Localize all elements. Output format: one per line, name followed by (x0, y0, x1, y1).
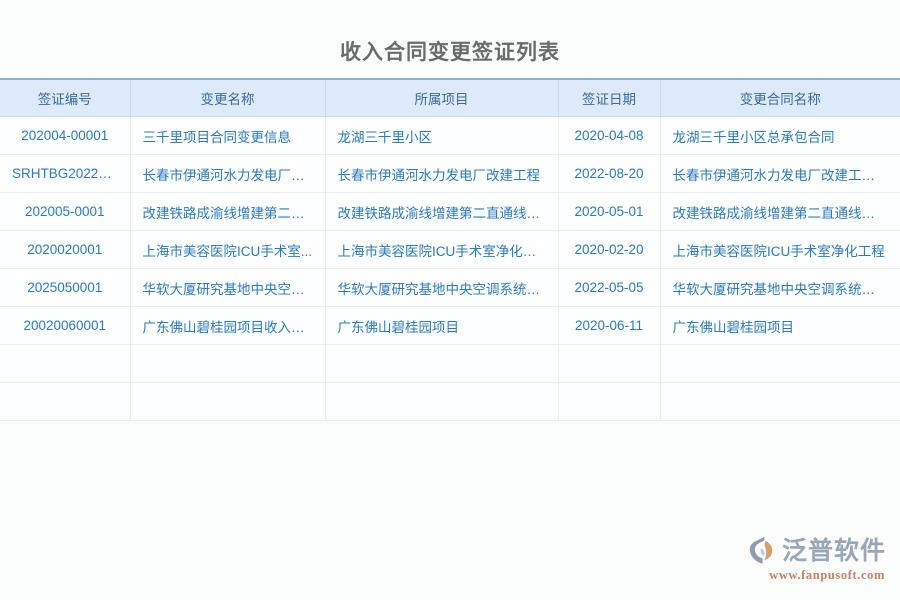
page-title: 收入合同变更签证列表 (340, 41, 560, 64)
cell-ctr[interactable]: 广东佛山碧桂园项目 (660, 306, 900, 345)
column-header-date[interactable]: 签证日期 (558, 78, 661, 117)
table-row[interactable]: 202005-0001 改建铁路成渝线增建第二直... 改建铁路成渝线增建第二直通线… (0, 192, 900, 231)
cell-name[interactable]: 上海市美容医院ICU手术室... (130, 230, 326, 269)
table-row[interactable]: 2020020001 上海市美容医院ICU手术室... 上海市美容医院ICU手术室净… (0, 230, 900, 269)
cell-name (130, 344, 326, 383)
cell-name[interactable]: 长春市伊通河水力发电厂改... (130, 154, 326, 193)
cell-ctr[interactable]: 改建铁路成渝线增建第二直通线（成... (660, 192, 900, 231)
table-row-empty (0, 344, 900, 383)
cell-date: 2020-02-20 (558, 230, 661, 269)
cell-proj (325, 382, 559, 421)
cell-proj (325, 344, 559, 383)
cell-proj[interactable]: 长春市伊通河水力发电厂改建工程 (325, 154, 559, 193)
cell-ctr (660, 344, 900, 383)
cell-proj[interactable]: 改建铁路成渝线增建第二直通线（... (325, 192, 559, 231)
cell-name (130, 382, 326, 421)
cell-code (0, 382, 131, 421)
table-body: 202004-00001 三千里项目合同变更信息 龙湖三千里小区 2020-04-08… (0, 116, 900, 421)
brand-logo: 泛普软件 www.fanpusoft.com (738, 530, 886, 588)
cell-date: 2020-04-08 (558, 116, 661, 155)
column-header-code[interactable]: 签证编号 (0, 78, 131, 117)
cell-code[interactable]: 202004-00001 (0, 116, 131, 155)
table-header: 签证编号 变更名称 所属项目 签证日期 变更合同名称 (0, 78, 900, 117)
cell-date: 2022-08-20 (558, 154, 661, 193)
cell-code[interactable]: 2020020001 (0, 230, 131, 269)
cell-date: 2020-06-11 (558, 306, 661, 345)
cell-ctr (660, 382, 900, 421)
table-row[interactable]: 20020060001 广东佛山碧桂园项目收入合... 广东佛山碧桂园项目 2020-… (0, 306, 900, 345)
fanpu-logo-icon (747, 535, 777, 565)
cell-name[interactable]: 华软大厦研究基地中央空调... (130, 268, 326, 307)
cell-proj[interactable]: 上海市美容医院ICU手术室净化工程 (325, 230, 559, 269)
cell-code[interactable]: 20020060001 (0, 306, 131, 345)
cell-name[interactable]: 广东佛山碧桂园项目收入合... (130, 306, 326, 345)
table-row[interactable]: 202004-00001 三千里项目合同变更信息 龙湖三千里小区 2020-04-08… (0, 116, 900, 155)
signature-change-table: 签证编号 变更名称 所属项目 签证日期 变更合同名称 202004-00001 三… (0, 78, 900, 421)
cell-ctr[interactable]: 长春市伊通河水力发电厂改建工程合同 (660, 154, 900, 193)
brand-logo-top: 泛普软件 (747, 535, 886, 565)
cell-date (558, 382, 661, 421)
cell-code[interactable]: 202005-0001 (0, 192, 131, 231)
cell-ctr[interactable]: 龙湖三千里小区总承包合同 (660, 116, 900, 155)
cell-ctr[interactable]: 华软大厦研究基地中央空调系统工程 (660, 268, 900, 307)
cell-ctr[interactable]: 上海市美容医院ICU手术室净化工程 (660, 230, 900, 269)
column-header-name[interactable]: 变更名称 (130, 78, 326, 117)
cell-name[interactable]: 改建铁路成渝线增建第二直... (130, 192, 326, 231)
cell-date: 2020-05-01 (558, 192, 661, 231)
cell-date (558, 344, 661, 383)
brand-url[interactable]: www.fanpusoft.com (769, 568, 885, 582)
table-row-empty (0, 382, 900, 421)
cell-code[interactable]: SRHTBG202208... (0, 154, 131, 193)
cell-code (0, 344, 131, 383)
cell-proj[interactable]: 华软大厦研究基地中央空调系统工程 (325, 268, 559, 307)
cell-name[interactable]: 三千里项目合同变更信息 (130, 116, 326, 155)
brand-name: 泛普软件 (781, 535, 886, 565)
cell-proj[interactable]: 龙湖三千里小区 (325, 116, 559, 155)
cell-code[interactable]: 2025050001 (0, 268, 131, 307)
cell-proj[interactable]: 广东佛山碧桂园项目 (325, 306, 559, 345)
signature-change-table-container: 签证编号 变更名称 所属项目 签证日期 变更合同名称 202004-00001 三… (0, 78, 900, 421)
table-row[interactable]: 2025050001 华软大厦研究基地中央空调... 华软大厦研究基地中央空调系统工… (0, 268, 900, 307)
column-header-proj[interactable]: 所属项目 (325, 78, 559, 117)
cell-date: 2022-05-05 (558, 268, 661, 307)
table-header-row: 签证编号 变更名称 所属项目 签证日期 变更合同名称 (0, 78, 900, 117)
table-row[interactable]: SRHTBG202208... 长春市伊通河水力发电厂改... 长春市伊通河水力发电… (0, 154, 900, 193)
column-header-ctr[interactable]: 变更合同名称 (660, 78, 900, 117)
